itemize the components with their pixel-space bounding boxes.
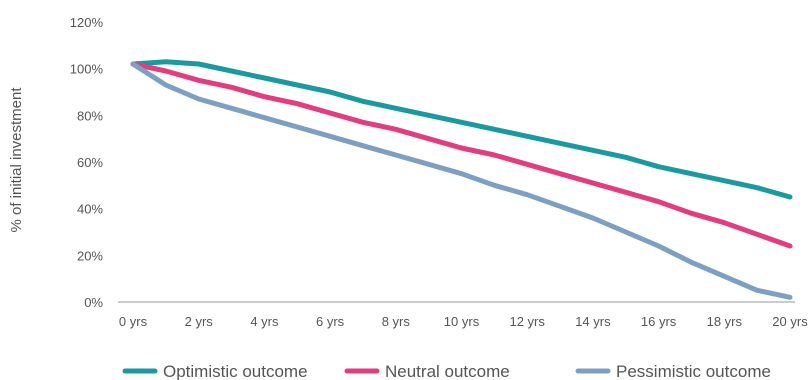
x-tick-label: 2 yrs: [185, 314, 214, 329]
x-tick-label: 0 yrs: [119, 314, 148, 329]
y-tick-label: 80%: [77, 108, 103, 123]
x-tick-label: 20 yrs: [772, 314, 808, 329]
y-axis-title: % of initial investment: [8, 87, 25, 233]
y-tick-label: 100%: [70, 62, 104, 77]
legend-label: Optimistic outcome: [163, 362, 308, 380]
y-tick-labels: 0% 20% 40% 60% 80% 100% 120%: [70, 15, 104, 310]
legend-label: Pessimistic outcome: [616, 362, 771, 380]
x-tick-label: 4 yrs: [250, 314, 279, 329]
x-tick-label: 12 yrs: [509, 314, 545, 329]
x-tick-labels: 0 yrs 2 yrs 4 yrs 6 yrs 8 yrs 10 yrs 12 yrs 14 …: [119, 314, 808, 329]
y-tick-label: 60%: [77, 155, 103, 170]
x-tick-label: 16 yrs: [641, 314, 677, 329]
x-tick-label: 6 yrs: [316, 314, 345, 329]
series-lines: [130, 59, 793, 300]
legend-item: Neutral outcome: [344, 362, 510, 380]
y-tick-label: 120%: [70, 15, 104, 30]
x-tick-label: 14 yrs: [575, 314, 611, 329]
legend: Optimistic outcome Neutral outcome Pessimi…: [122, 362, 771, 380]
series-line-3: [130, 61, 793, 300]
legend-label: Neutral outcome: [385, 362, 510, 380]
x-tick-label: 18 yrs: [707, 314, 743, 329]
y-tick-label: 20%: [77, 248, 103, 263]
legend-item: Optimistic outcome: [122, 362, 308, 380]
x-tick-label: 8 yrs: [382, 314, 411, 329]
y-tick-label: 0%: [84, 295, 103, 310]
y-tick-label: 40%: [77, 202, 103, 217]
series-line-1: [130, 59, 793, 200]
x-tick-label: 10 yrs: [444, 314, 480, 329]
series-line-2: [130, 61, 793, 249]
y-axis-title-group: % of initial investment: [8, 87, 25, 233]
legend-item: Pessimistic outcome: [575, 362, 771, 380]
